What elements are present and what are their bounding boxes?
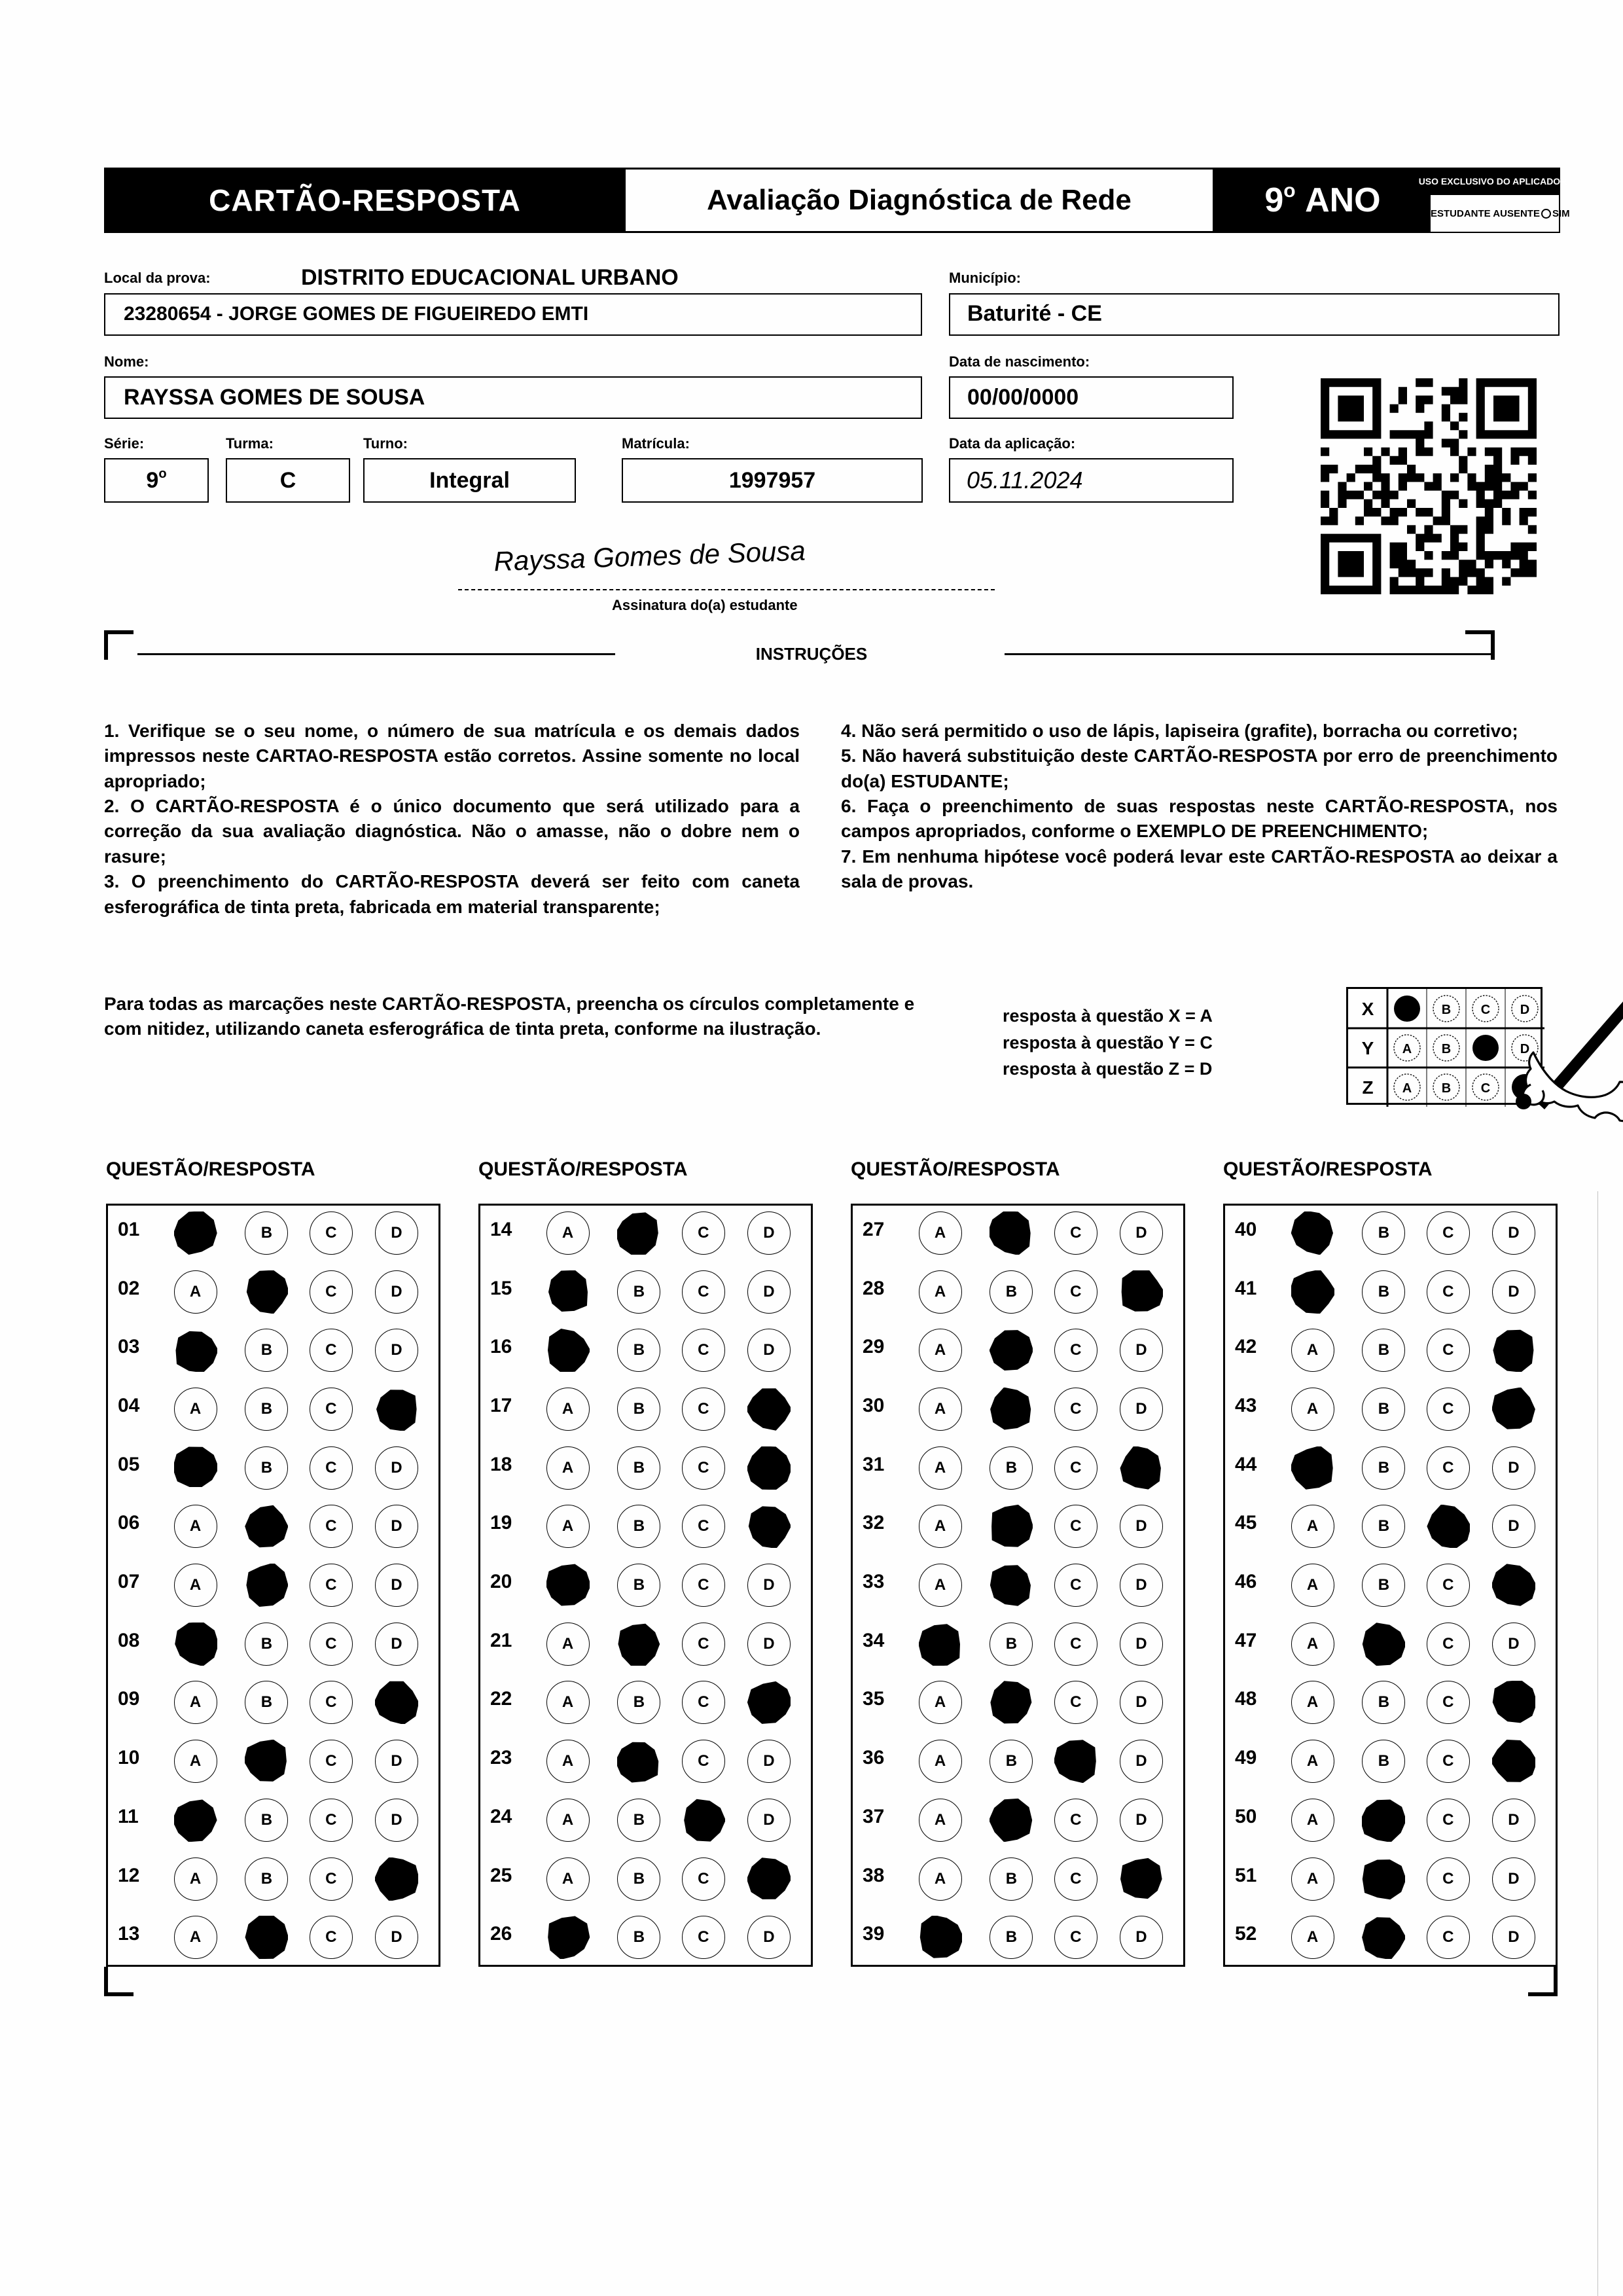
svg-text:B: B: [1442, 1042, 1451, 1056]
svg-text:C: C: [1481, 1003, 1490, 1017]
svg-text:X: X: [1362, 999, 1374, 1019]
svg-text:B: B: [1442, 1003, 1451, 1017]
svg-text:A: A: [1402, 1042, 1412, 1056]
svg-text:A: A: [1402, 1081, 1412, 1096]
svg-text:Z: Z: [1362, 1077, 1373, 1098]
svg-text:B: B: [1442, 1081, 1451, 1096]
svg-text:Y: Y: [1362, 1038, 1374, 1058]
svg-text:C: C: [1481, 1081, 1490, 1096]
